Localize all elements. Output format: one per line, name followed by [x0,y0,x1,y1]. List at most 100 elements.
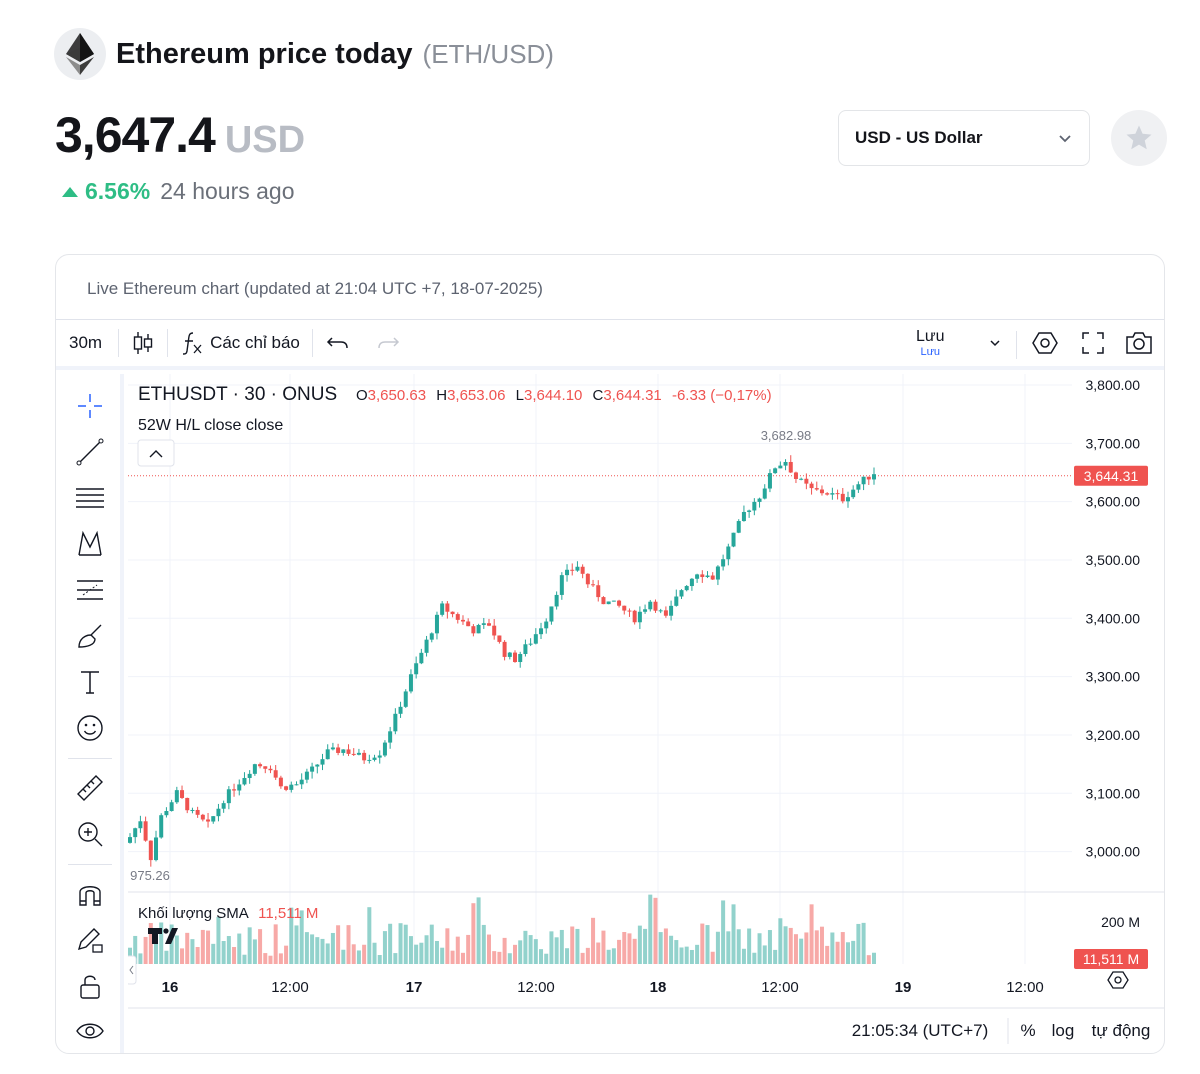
candle [741,511,746,522]
volume-bar [507,953,512,964]
volume-bar [804,932,809,964]
volume-bar [232,947,237,964]
volume-bar [565,948,570,964]
legend-ohlc: O3,650.63 H3,653.06 L3,644.10 C3,644.31 … [356,387,772,404]
candle [788,461,793,473]
candle [174,790,179,803]
candle [695,574,700,579]
brush-tool[interactable] [74,620,106,652]
chart-grid [128,374,1164,964]
pencil-lock-icon [77,928,103,953]
time-tick-label: 12:00 [761,979,799,996]
crosshair-icon [78,394,102,418]
candle [294,784,299,786]
toolbar-divider [1016,331,1017,359]
volume-bar [346,925,351,964]
settings-button[interactable] [1031,320,1059,366]
undo-button[interactable] [325,320,351,366]
high-label: 3,682.98 [761,428,812,443]
candle [221,803,226,809]
crosshair-tool[interactable] [74,390,106,422]
candle [190,809,195,811]
candle [840,493,845,502]
text-tool[interactable] [74,666,106,698]
collapse-legend-button[interactable] [137,439,175,467]
screenshot-button[interactable] [1124,320,1154,366]
unlock-tool[interactable] [74,970,106,1002]
chart-plot[interactable]: 3,800.00 3,700.00 3,600.00 3,500.00 3,400.00… [125,374,1165,1054]
candle [284,786,289,790]
candlestick-chart[interactable]: 3,800.00 3,700.00 3,600.00 3,500.00 3,400.00… [125,374,1165,1054]
timezone-clock[interactable]: 21:05:34 (UTC+7) [852,1021,989,1040]
trend-line-tool[interactable] [74,436,106,468]
axis-settings-button[interactable] [1107,971,1129,989]
currency-select[interactable]: USD - US Dollar [838,110,1090,166]
fib-tool[interactable] [74,482,106,514]
ruler-tool[interactable] [74,772,106,804]
interval-button[interactable]: 30m [56,320,102,366]
fullscreen-button[interactable] [1080,320,1106,366]
forecast-tool[interactable] [74,574,106,606]
scroll-left-button[interactable] [125,955,137,985]
indicators-button[interactable]: Các chỉ báo [180,320,300,366]
candle [128,837,132,843]
tradingview-widget: 30m Các chỉ báo [56,319,1165,1054]
candle [398,706,403,714]
candle [330,747,335,750]
percent-toggle[interactable]: % [1020,1021,1035,1040]
pattern-tool[interactable] [74,528,106,560]
volume-tick-label: 200 M [1101,914,1140,930]
volume-bar [549,931,554,964]
change-period: 24 hours ago [160,178,295,204]
price-tick-label: 3,000.00 [1086,844,1141,860]
toolbar-divider [311,329,313,357]
volume-bar [481,924,486,964]
tradingview-logo-icon[interactable] [148,928,178,944]
volume-bar [632,938,637,964]
candle [356,752,361,755]
candle [336,747,341,753]
chart-type-button[interactable] [131,320,155,366]
legend-l-label: L [516,387,524,404]
save-button[interactable]: Lưu Lưu [916,320,945,366]
toolbar-divider [68,864,112,865]
volume-bar [762,945,767,964]
volume-bar [304,932,309,964]
candle [320,759,325,765]
unlock-icon [80,975,100,999]
candle [346,749,351,754]
last-price-label: 3,644.31 [1084,468,1139,484]
volume-bar [367,907,372,964]
volume-bar [689,949,694,964]
auto-scale-toggle[interactable]: tự động [1092,1021,1151,1040]
zoom-tool[interactable] [74,818,106,850]
price-change: 6.56% 24 hours ago [62,178,295,205]
volume-bar [460,952,465,964]
volume-bar [637,925,642,964]
emoji-tool[interactable] [74,712,106,744]
volume-bar [502,937,507,964]
volume-bar [825,945,830,964]
volume-bar [185,932,190,964]
log-toggle[interactable]: log [1052,1021,1075,1040]
favorite-button[interactable] [1111,110,1167,166]
page-header: Ethereum price today (ETH/USD) [54,28,554,80]
candle [372,757,377,760]
volume-bar [138,953,143,964]
volume-bar [726,931,731,964]
visibility-tool[interactable] [74,1016,106,1048]
magnet-tool[interactable] [74,878,106,910]
volume-bar [200,929,205,964]
price-tick-label: 3,600.00 [1086,494,1141,510]
volume-bar [788,927,793,964]
redo-button[interactable] [375,320,401,366]
volume-bar [143,936,148,964]
save-menu-button[interactable] [988,320,1002,366]
candle [460,619,465,622]
volume-bar [206,930,211,964]
lock-drawing-tool[interactable] [74,924,106,956]
chevron-down-icon [1059,135,1071,143]
volume-bar [799,938,804,964]
volume-bar [778,918,783,964]
candle [736,521,741,533]
